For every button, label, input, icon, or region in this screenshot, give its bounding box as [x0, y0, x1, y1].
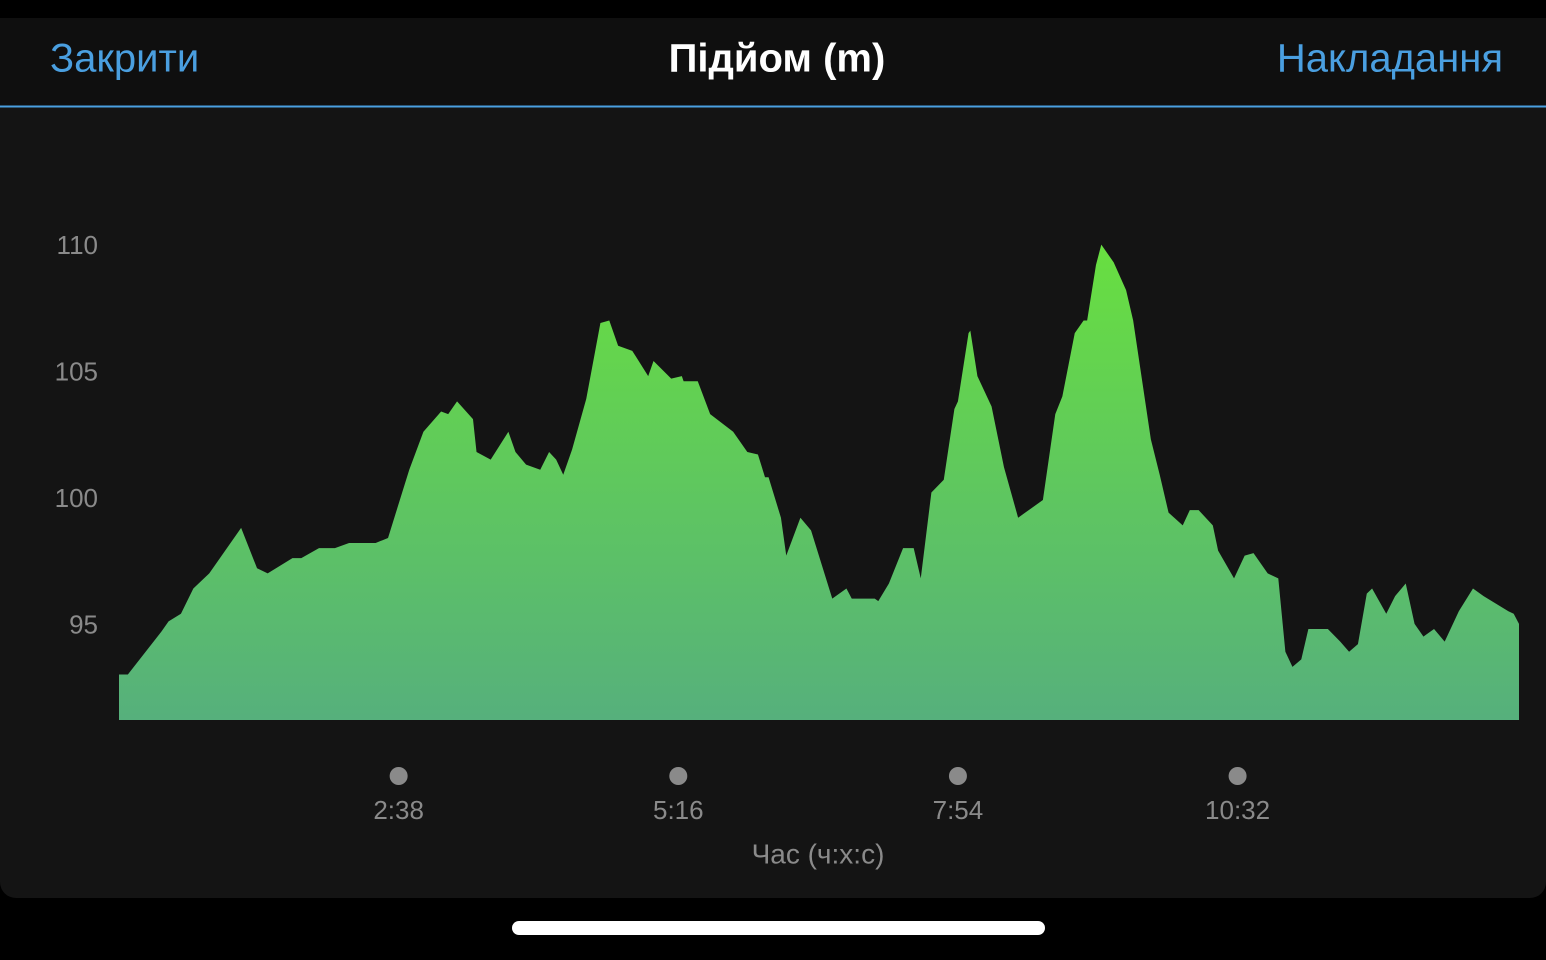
y-tick-label: 100: [55, 483, 98, 513]
x-tick-dot: [669, 767, 688, 785]
x-tick-label: 5:16: [653, 795, 704, 825]
home-indicator: [512, 921, 1045, 935]
y-tick-label: 105: [55, 356, 98, 386]
chart-title: Підйом (m): [669, 37, 886, 81]
y-tick-label: 95: [69, 609, 98, 639]
x-tick-dot: [389, 767, 408, 785]
x-axis-label: Час (ч:х:с): [752, 838, 885, 869]
x-tick-label: 10:32: [1205, 795, 1270, 825]
elevation-area: [119, 244, 1519, 720]
x-tick-dot: [948, 767, 967, 785]
panel: [0, 18, 1546, 898]
plot: 95 100 105 110 2:38 5:16 7:54 10:32: [55, 230, 1519, 825]
x-tick-dot: [1228, 767, 1247, 785]
x-tick-label: 7:54: [933, 795, 984, 825]
y-tick-label: 110: [57, 230, 98, 260]
header-bar: [0, 18, 1546, 106]
overlay-button[interactable]: Накладання: [1277, 37, 1503, 81]
close-button[interactable]: Закрити: [50, 37, 199, 81]
x-tick-label: 2:38: [373, 795, 424, 825]
